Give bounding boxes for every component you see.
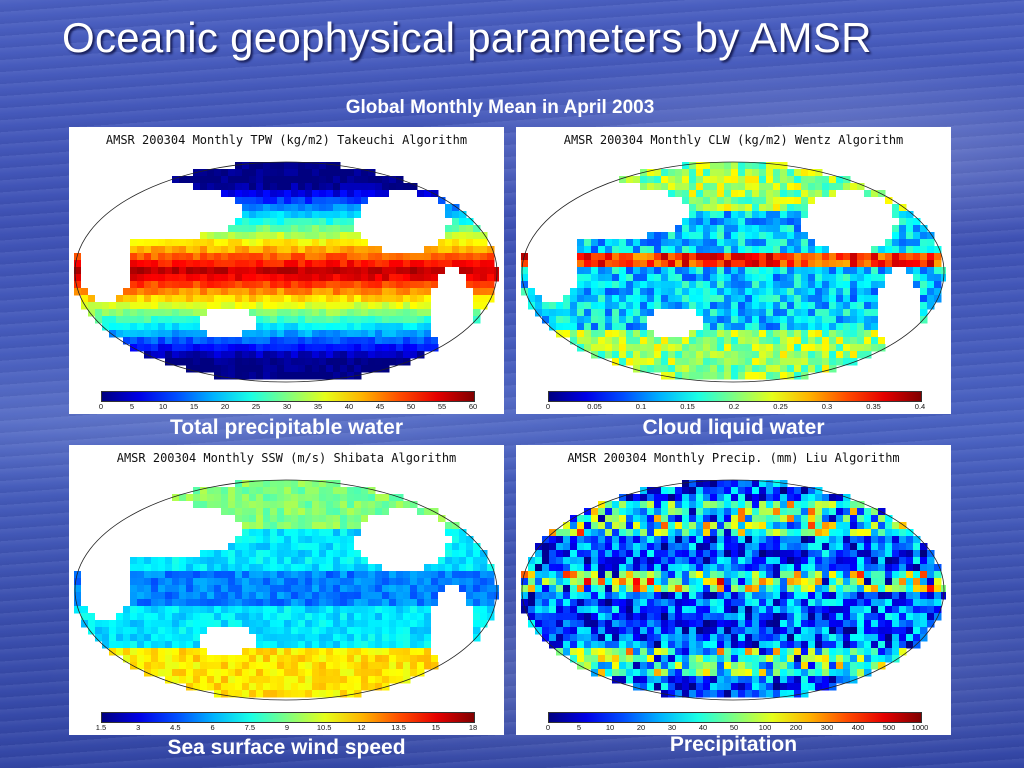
map-header: AMSR 200304 Monthly CLW (kg/m2) Wentz Al… bbox=[563, 133, 904, 147]
colorbar-tick-label: 40 bbox=[698, 723, 708, 732]
colorbar bbox=[548, 712, 922, 723]
colorbar-tick-label: 1.5 bbox=[95, 723, 107, 732]
colorbar-tick-label: 0.4 bbox=[914, 402, 926, 411]
colorbar-tick-label: 500 bbox=[882, 723, 896, 732]
slide-subtitle: Global Monthly Mean in April 2003 bbox=[345, 97, 655, 118]
colorbar-tick-label: 0.25 bbox=[773, 402, 788, 411]
colorbar-tick-label: 3 bbox=[136, 723, 141, 732]
colorbar-tick-label: 10.5 bbox=[316, 723, 332, 732]
map-panel-tpw: AMSR 200304 Monthly TPW (kg/m2) Takeuchi… bbox=[69, 127, 504, 414]
colorbar-tick-label: 400 bbox=[851, 723, 865, 732]
caption-clw: Cloud liquid water bbox=[642, 416, 825, 439]
colorbar-tick-label: 15 bbox=[189, 402, 199, 411]
map-field bbox=[74, 480, 499, 698]
map-header: AMSR 200304 Monthly SSW (m/s) Shibata Al… bbox=[116, 451, 457, 465]
colorbar-tick-label: 0.05 bbox=[587, 402, 602, 411]
colorbar-tick-label: 20 bbox=[636, 723, 646, 732]
colorbar-tick-label: 10 bbox=[605, 723, 615, 732]
colorbar-tick-label: 7.5 bbox=[244, 723, 256, 732]
map-field bbox=[74, 162, 499, 380]
colorbar-ticks: 0 0.05 0.1 0.15 0.2 0.25 0.3 0.35 0.4 bbox=[545, 402, 925, 412]
colorbar-tick-label: 50 bbox=[729, 723, 739, 732]
colorbar-tick-label: 0.15 bbox=[680, 402, 695, 411]
colorbar-tick-label: 35 bbox=[313, 402, 323, 411]
mollweide-map-tpw bbox=[74, 161, 499, 383]
colorbar-tick-label: 1000 bbox=[911, 723, 929, 732]
colorbar-tick-label: 50 bbox=[406, 402, 416, 411]
colorbar-tick-label: 100 bbox=[758, 723, 772, 732]
colorbar bbox=[548, 391, 922, 402]
colorbar-tick-label: 0 bbox=[545, 723, 551, 732]
colorbar bbox=[101, 391, 475, 402]
colorbar-tick-label: 45 bbox=[375, 402, 385, 411]
colorbar-tick-label: 40 bbox=[344, 402, 354, 411]
colorbar-tick-label: 0 bbox=[98, 402, 104, 411]
map-panel-clw: AMSR 200304 Monthly CLW (kg/m2) Wentz Al… bbox=[516, 127, 951, 414]
colorbar-tick-label: 55 bbox=[437, 402, 447, 411]
colorbar-tick-label: 30 bbox=[282, 402, 292, 411]
colorbar bbox=[101, 712, 475, 723]
caption-ssw: Sea surface wind speed bbox=[167, 736, 406, 759]
slide-title: Oceanic geophysical parameters by AMSR bbox=[62, 14, 872, 61]
colorbar-tick-label: 0.2 bbox=[728, 402, 740, 411]
map-panel-precip: AMSR 200304 Monthly Precip. (mm) Liu Alg… bbox=[516, 445, 951, 735]
map-outline bbox=[521, 161, 945, 383]
map-header: AMSR 200304 Monthly TPW (kg/m2) Takeuchi… bbox=[105, 133, 468, 147]
colorbar-tick-label: 13.5 bbox=[391, 723, 406, 732]
mollweide-map-ssw bbox=[74, 479, 499, 701]
colorbar-tick-label: 5 bbox=[129, 402, 135, 411]
map-header: AMSR 200304 Monthly Precip. (mm) Liu Alg… bbox=[567, 451, 900, 465]
colorbar-tick-label: 5 bbox=[576, 723, 582, 732]
colorbar-ticks: 0 5 10 20 30 40 50 100 200 300 400 500 1000 bbox=[545, 723, 928, 733]
caption-tpw: Total precipitable water bbox=[170, 416, 403, 439]
map-outline bbox=[74, 479, 498, 701]
map-outline bbox=[74, 161, 498, 383]
colorbar-tick-label: 60 bbox=[468, 402, 478, 411]
colorbar-tick-label: 18 bbox=[468, 723, 478, 732]
colorbar-tick-label: 0.1 bbox=[635, 402, 647, 411]
colorbar-tick-label: 25 bbox=[251, 402, 261, 411]
colorbar-tick-label: 12 bbox=[357, 723, 366, 732]
colorbar-tick-label: 9 bbox=[284, 723, 290, 732]
colorbar-tick-label: 20 bbox=[220, 402, 230, 411]
mollweide-map-precip bbox=[521, 479, 946, 701]
colorbar-tick-label: 0.35 bbox=[866, 402, 881, 411]
colorbar-tick-label: 200 bbox=[789, 723, 803, 732]
colorbar-tick-label: 0.3 bbox=[821, 402, 833, 411]
colorbar-ticks: 0 5 10 15 20 25 30 35 40 45 50 55 60 bbox=[98, 402, 477, 412]
caption-precip: Precipitation bbox=[669, 733, 798, 756]
map-field bbox=[521, 162, 946, 380]
mollweide-map-clw bbox=[521, 161, 946, 383]
colorbar-tick-label: 15 bbox=[431, 723, 440, 732]
colorbar-tick-label: 30 bbox=[667, 723, 677, 732]
map-panel-ssw: AMSR 200304 Monthly SSW (m/s) Shibata Al… bbox=[69, 445, 504, 735]
colorbar-tick-label: 0 bbox=[545, 402, 551, 411]
map-outline bbox=[521, 479, 945, 701]
colorbar-tick-label: 6 bbox=[210, 723, 215, 732]
colorbar-tick-label: 300 bbox=[820, 723, 834, 732]
colorbar-tick-label: 10 bbox=[158, 402, 168, 411]
colorbar-ticks: 1.5 3 4.5 6 7.5 9 10.5 12 13.5 15 18 bbox=[96, 723, 477, 733]
colorbar-tick-label: 4.5 bbox=[170, 723, 181, 732]
